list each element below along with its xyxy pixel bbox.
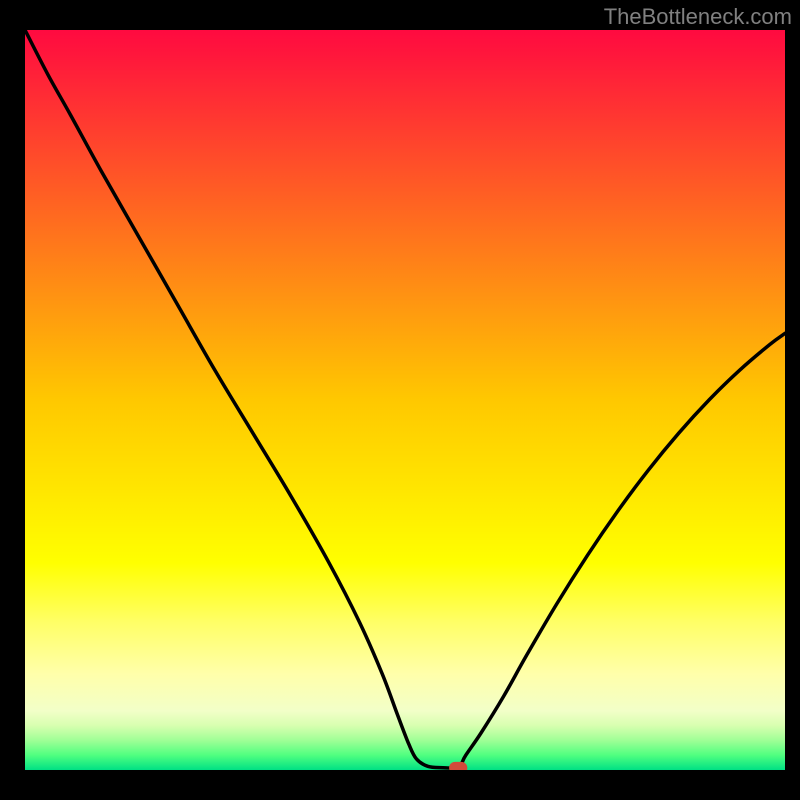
- chart-frame: TheBottleneck.com: [0, 0, 800, 800]
- watermark-label: TheBottleneck.com: [604, 4, 792, 30]
- chart-background: [25, 30, 785, 770]
- chart-plot: [25, 30, 785, 770]
- optimal-point-marker: [449, 762, 467, 770]
